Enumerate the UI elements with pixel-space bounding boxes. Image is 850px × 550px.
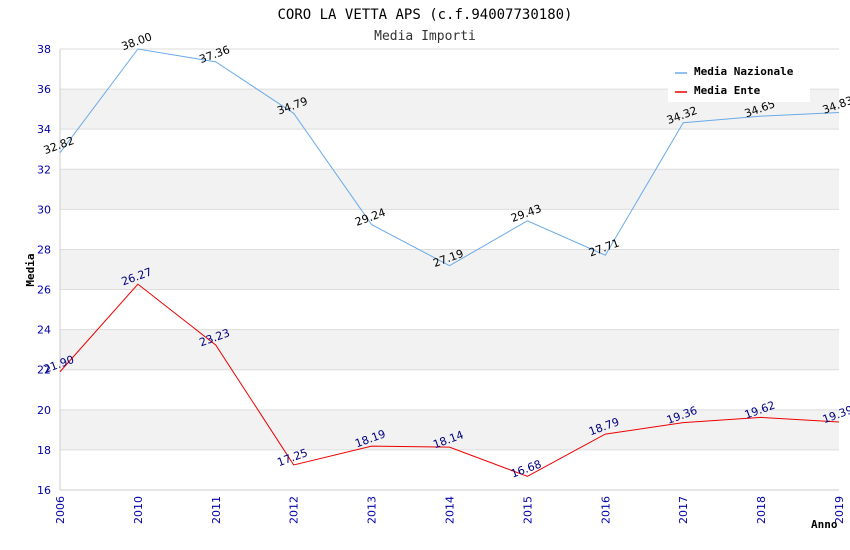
y-tick-label: 26 xyxy=(37,284,51,297)
x-tick-label: 2012 xyxy=(288,496,301,524)
data-label: 16.68 xyxy=(509,458,543,481)
series-line-1 xyxy=(59,283,840,477)
y-tick-label: 28 xyxy=(37,243,51,256)
x-axis-label: Anno xyxy=(811,518,838,531)
y-axis-label: Media xyxy=(24,253,37,286)
x-tick-label: 2011 xyxy=(210,496,223,524)
y-tick-label: 22 xyxy=(37,364,51,377)
legend-label-media-nazionale: Media Nazionale xyxy=(694,65,794,78)
y-tick-label: 24 xyxy=(37,324,51,337)
data-label: 21.90 xyxy=(42,353,76,376)
y-tick-label: 20 xyxy=(37,404,51,417)
legend: Media Nazionale Media Ente xyxy=(668,60,810,102)
x-tick-label: 2018 xyxy=(755,496,768,524)
x-tick-label: 2017 xyxy=(677,496,690,524)
x-tick-label: 2006 xyxy=(54,496,67,524)
y-tick-label: 34 xyxy=(37,123,51,136)
legend-background xyxy=(668,60,810,102)
x-tick-label: 2015 xyxy=(521,496,534,524)
axes xyxy=(59,49,839,491)
series-lines xyxy=(59,48,840,477)
x-tick-label: 2014 xyxy=(444,496,457,524)
series-line-0 xyxy=(59,48,840,267)
legend-label-media-ente: Media Ente xyxy=(694,84,761,97)
grid-band xyxy=(60,329,839,370)
grid-band xyxy=(60,169,839,210)
y-tick-label: 16 xyxy=(37,484,51,497)
y-tick-label: 32 xyxy=(37,163,51,176)
grid-band xyxy=(60,249,839,290)
data-label: 32.82 xyxy=(42,134,76,157)
x-tick-label: 2019 xyxy=(833,496,846,524)
data-label: 37.36 xyxy=(198,43,232,66)
y-tick-label: 18 xyxy=(37,444,51,457)
grid-lines xyxy=(60,48,839,491)
y-tick-label: 30 xyxy=(37,203,51,216)
x-tick-label: 2010 xyxy=(132,496,145,524)
grid-band xyxy=(60,409,839,450)
data-label: 38.00 xyxy=(120,30,154,53)
chart-title: CORO LA VETTA APS (c.f.94007730180) xyxy=(277,7,572,23)
x-tick-label: 2016 xyxy=(599,496,612,524)
y-tick-label: 38 xyxy=(37,43,51,56)
x-tick-label: 2013 xyxy=(366,496,379,524)
grid-bands xyxy=(60,89,839,450)
y-tick-labels: 16 18 20 22 24 26 28 30 32 34 36 38 xyxy=(37,43,51,497)
chart-subtitle: Media Importi xyxy=(374,29,476,44)
y-tick-label: 36 xyxy=(37,83,51,96)
x-tick-labels: 2006 2010 2011 2012 2013 2014 2015 2016 2017 2018… xyxy=(54,496,846,524)
